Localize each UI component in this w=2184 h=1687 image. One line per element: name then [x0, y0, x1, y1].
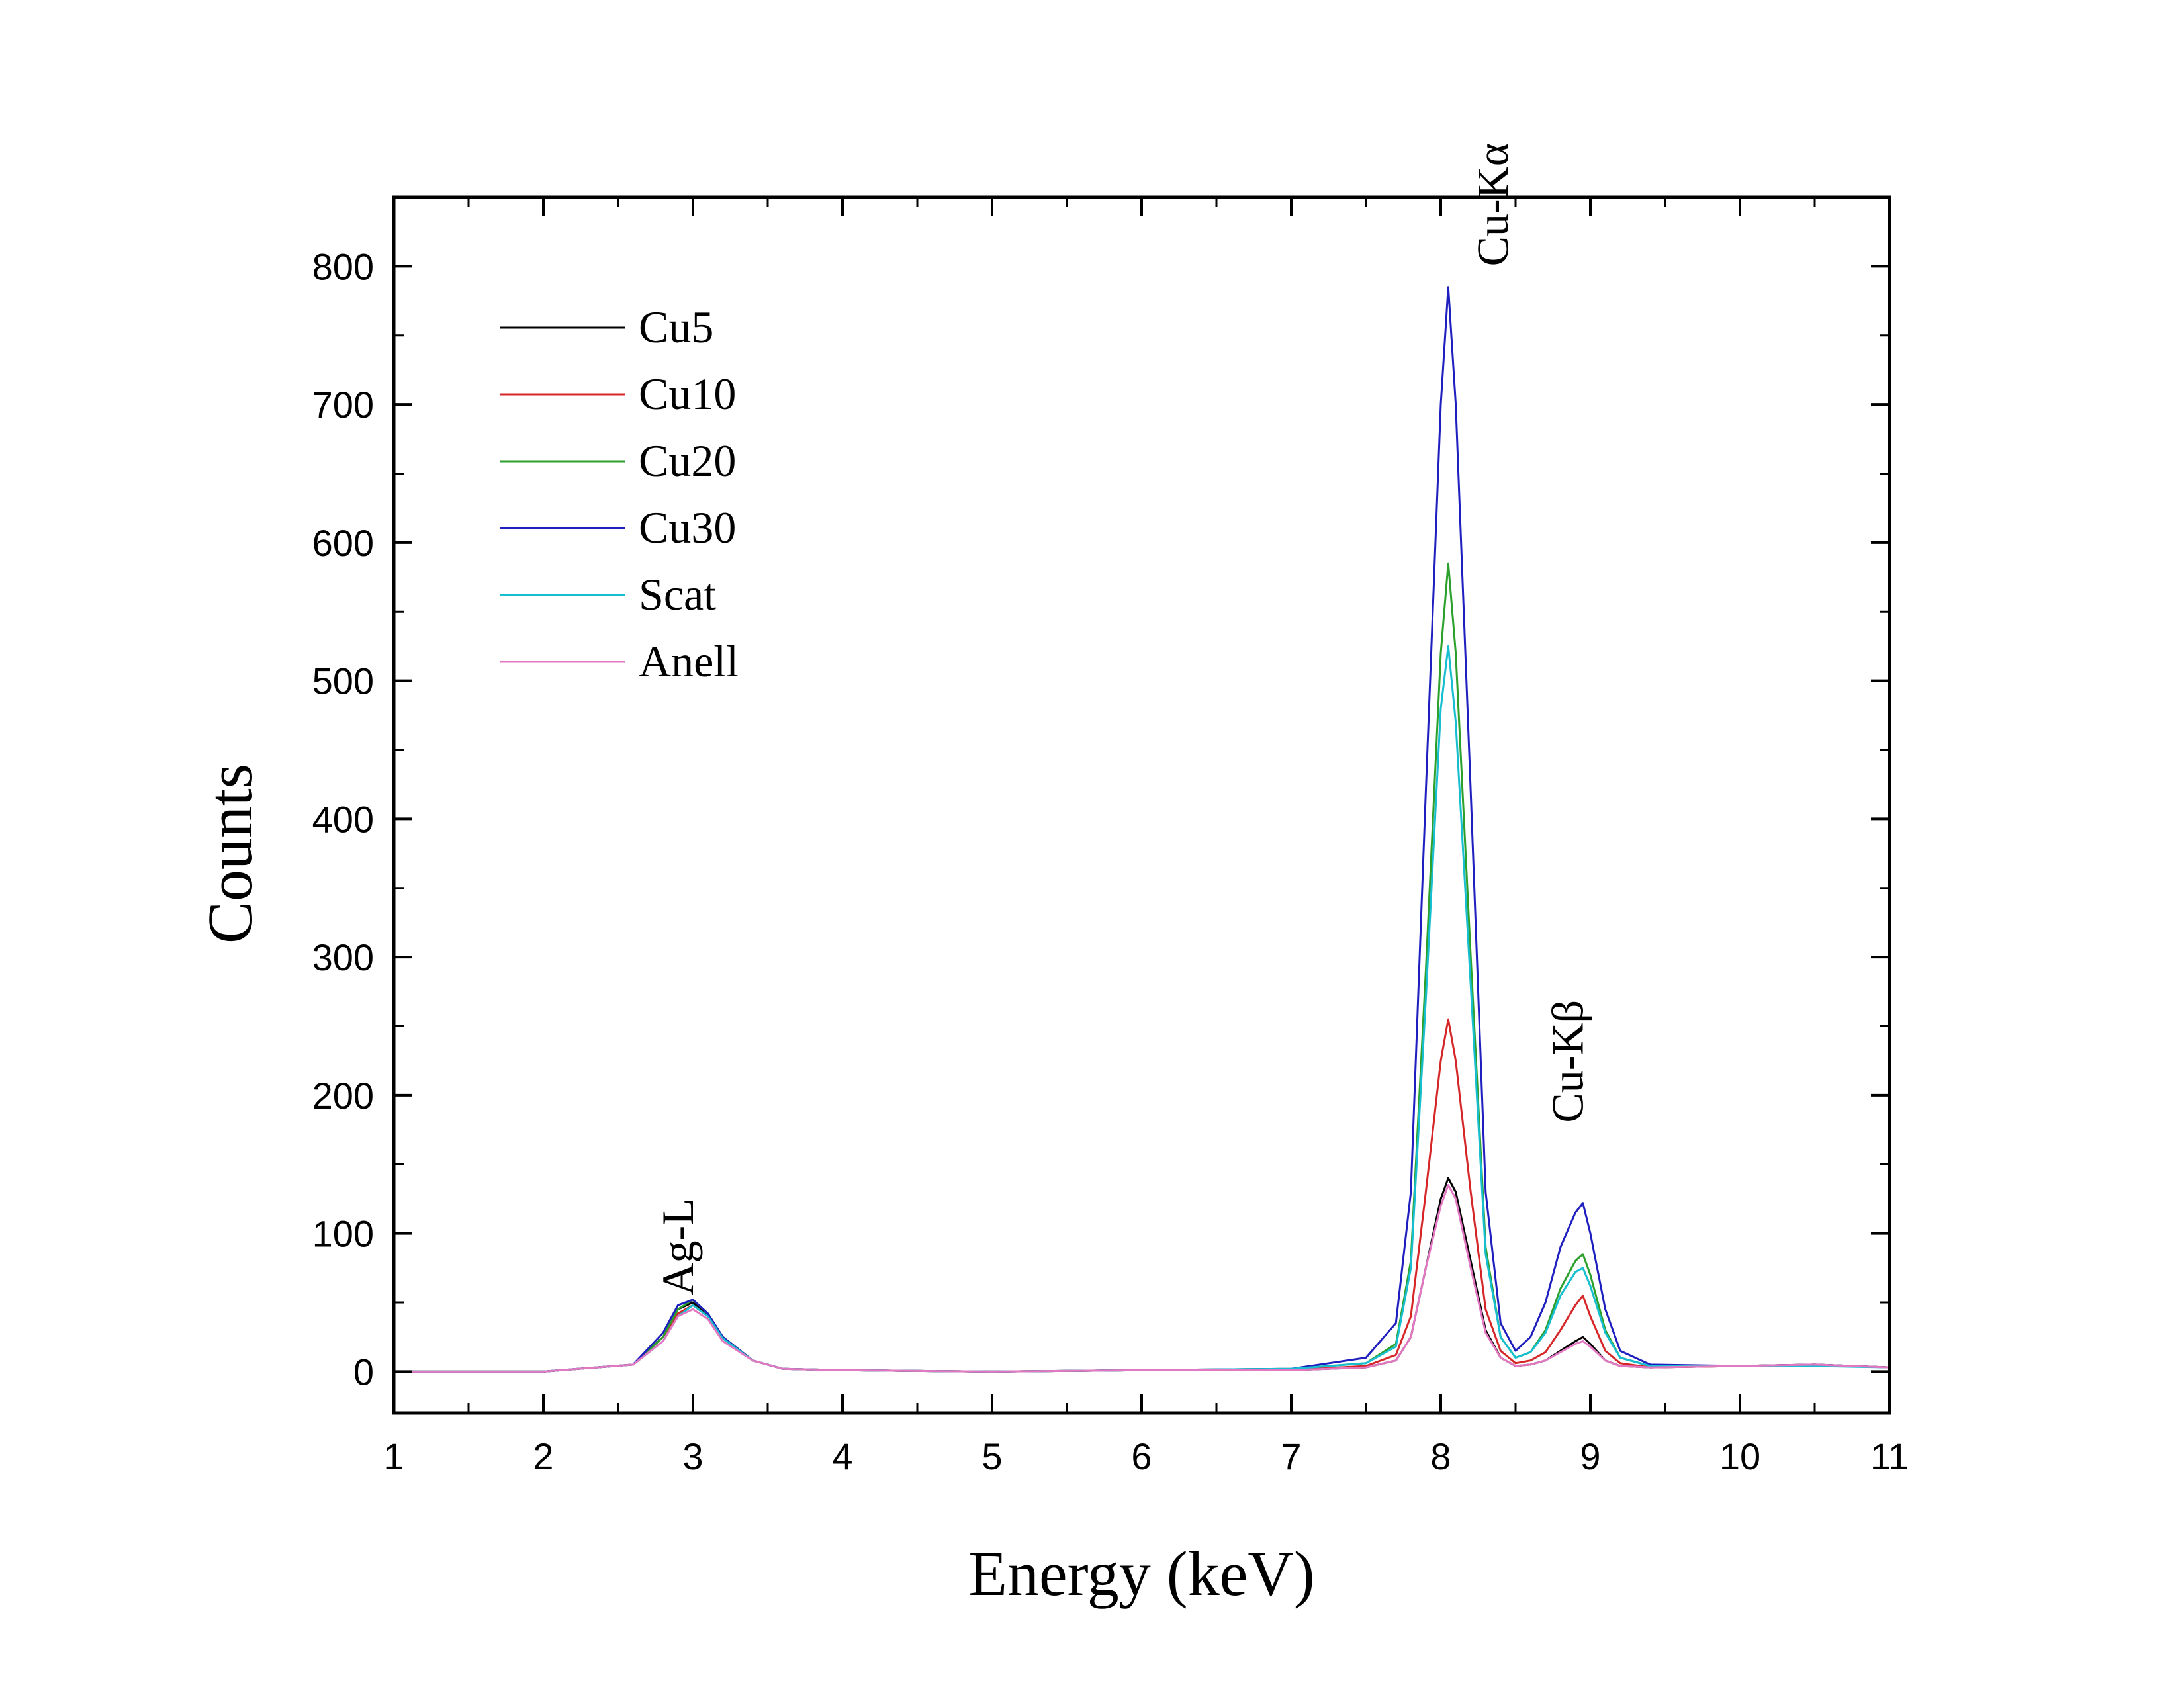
- series-line-cu10: [394, 1018, 1890, 1373]
- legend-label-cu20: Cu20: [639, 435, 736, 486]
- plot-layer: [394, 286, 1890, 1373]
- y-tick-label: 400: [312, 798, 374, 840]
- y-tick-label: 200: [312, 1075, 374, 1117]
- legend-label-scat: Scat: [639, 569, 716, 619]
- x-tick-label: 4: [832, 1436, 852, 1477]
- annotation-label: Cu-Kα: [1468, 143, 1518, 267]
- annotation-label: Ag-L: [653, 1198, 703, 1295]
- x-tick-label: 1: [383, 1436, 404, 1477]
- series-line-cu20: [394, 562, 1890, 1373]
- y-tick-label: 700: [312, 384, 374, 426]
- x-tick-label: 7: [1281, 1436, 1301, 1477]
- y-tick-label: 0: [353, 1351, 374, 1392]
- legend-label-anell: Anell: [639, 636, 739, 686]
- series-line-cu30: [394, 286, 1890, 1373]
- annotations: Ag-L Cu-Kα Cu-Kβ: [653, 143, 1593, 1296]
- series-line-scat: [394, 645, 1890, 1373]
- x-tick-label: 9: [1580, 1436, 1600, 1477]
- x-tick-label: 8: [1430, 1436, 1451, 1477]
- y-axis-title: Counts: [195, 764, 265, 944]
- legend-label-cu30: Cu30: [639, 502, 736, 553]
- y-tick-label: 300: [312, 936, 374, 978]
- series-line-cu5: [394, 1177, 1890, 1373]
- y-tick-label: 500: [312, 661, 374, 702]
- y-tick-label: 600: [312, 522, 374, 564]
- y-tick-label: 100: [312, 1213, 374, 1255]
- x-axis-title: Energy (keV): [968, 1538, 1314, 1609]
- annotation-label: Cu-Kβ: [1543, 1000, 1593, 1123]
- legend: Cu5 Cu10 Cu20 Cu30 Scat Anell: [500, 302, 739, 686]
- legend-label-cu5: Cu5: [639, 302, 713, 352]
- x-tick-label: 10: [1719, 1436, 1760, 1477]
- x-tick-label: 11: [1870, 1436, 1909, 1477]
- ticks-layer: 1 2 3 4 5 6 7 8 9 10 11 0 100 200 300 400 500 600 700 800: [312, 197, 1909, 1477]
- plot-frame: [392, 195, 1891, 1415]
- x-tick-label: 2: [533, 1436, 553, 1477]
- y-tick-label: 800: [312, 246, 374, 287]
- series-line-anell: [394, 1184, 1890, 1373]
- legend-label-cu10: Cu10: [639, 369, 736, 419]
- x-tick-label: 6: [1131, 1436, 1152, 1477]
- x-tick-label: 3: [682, 1436, 703, 1477]
- x-tick-label: 5: [981, 1436, 1002, 1477]
